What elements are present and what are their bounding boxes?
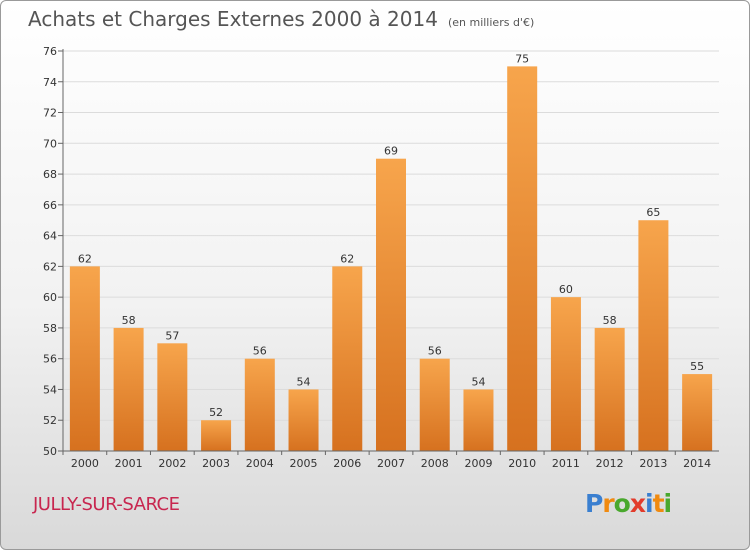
bar — [288, 389, 319, 451]
y-tick-label: 72 — [43, 107, 57, 120]
data-label: 62 — [340, 252, 354, 265]
y-tick-label: 58 — [43, 322, 57, 335]
bar — [594, 327, 625, 451]
data-label: 56 — [428, 345, 442, 358]
y-tick-label: 66 — [43, 199, 57, 212]
data-label: 52 — [209, 406, 223, 419]
data-label: 55 — [690, 360, 704, 373]
bar — [550, 297, 581, 451]
x-tick-label: 2011 — [552, 457, 580, 470]
bar — [507, 66, 538, 451]
chart-title: Achats et Charges Externes 2000 à 2014 — [28, 7, 438, 31]
data-label: 57 — [165, 329, 179, 342]
y-tick-label: 52 — [43, 414, 57, 427]
proxiti-logo: Proxiti — [585, 489, 673, 518]
y-tick-label: 50 — [43, 445, 57, 458]
bar — [244, 358, 275, 451]
x-tick-label: 2005 — [290, 457, 318, 470]
data-label: 62 — [78, 252, 92, 265]
bar — [682, 374, 713, 451]
bar — [113, 327, 144, 451]
x-axis-ticks: 2000 2001 2002 2003 2004 2005 2006 2007 2008 2009… — [62, 451, 711, 470]
x-tick-label: 2001 — [115, 457, 143, 470]
x-tick-label: 2002 — [158, 457, 186, 470]
x-tick-label: 2013 — [639, 457, 667, 470]
y-axis-ticks: 50 52 54 56 58 60 62 64 66 68 70 72 74 76 — [43, 45, 63, 458]
x-tick-label: 2000 — [71, 457, 99, 470]
x-tick-label: 2012 — [596, 457, 624, 470]
commune-name: JULLY-SUR-SARCE — [33, 494, 180, 515]
data-label: 75 — [515, 52, 529, 65]
x-tick-label: 2004 — [246, 457, 274, 470]
logo-letter: x — [629, 489, 646, 518]
bar — [376, 158, 406, 451]
data-label: 58 — [603, 314, 617, 327]
y-tick-label: 70 — [43, 137, 57, 150]
x-tick-label: 2010 — [508, 457, 536, 470]
x-tick-label: 2007 — [377, 457, 405, 470]
y-tick-label: 64 — [43, 230, 57, 243]
data-label: 54 — [297, 375, 311, 388]
bar — [419, 358, 450, 451]
bar — [157, 343, 188, 451]
data-label: 54 — [471, 375, 485, 388]
y-tick-label: 56 — [43, 353, 57, 366]
logo-letter: o — [613, 489, 631, 518]
y-tick-label: 62 — [43, 260, 57, 273]
bar — [463, 389, 494, 451]
bar — [201, 420, 232, 451]
data-label: 56 — [253, 345, 267, 358]
x-tick-label: 2009 — [464, 457, 492, 470]
y-tick-label: 60 — [43, 291, 57, 304]
logo-letter: P — [585, 489, 603, 518]
logo-letter: i — [663, 489, 673, 518]
data-label: 69 — [384, 145, 398, 158]
axes — [62, 49, 719, 452]
x-tick-label: 2014 — [683, 457, 711, 470]
y-tick-label: 76 — [43, 45, 57, 58]
data-label: 65 — [646, 206, 660, 219]
y-tick-label: 68 — [43, 168, 57, 181]
logo-letter: i — [645, 489, 654, 518]
y-tick-label: 74 — [43, 76, 57, 89]
bar — [69, 266, 100, 451]
x-tick-label: 2003 — [202, 457, 230, 470]
bar — [638, 220, 669, 451]
bars: 62 58 57 52 56 54 62 69 56 54 75 60 58 65 55 — [69, 52, 713, 451]
bar — [332, 266, 363, 451]
x-tick-label: 2008 — [421, 457, 449, 470]
chart-subtitle: (en milliers d'€) — [447, 16, 535, 29]
y-tick-label: 54 — [43, 383, 57, 396]
logo-letter: r — [602, 489, 614, 518]
data-label: 60 — [559, 283, 573, 296]
logo-letter: t — [652, 489, 665, 518]
data-label: 58 — [122, 314, 136, 327]
chart-title-row: Achats et Charges Externes 2000 à 2014 (e… — [28, 7, 534, 31]
x-tick-label: 2006 — [333, 457, 361, 470]
